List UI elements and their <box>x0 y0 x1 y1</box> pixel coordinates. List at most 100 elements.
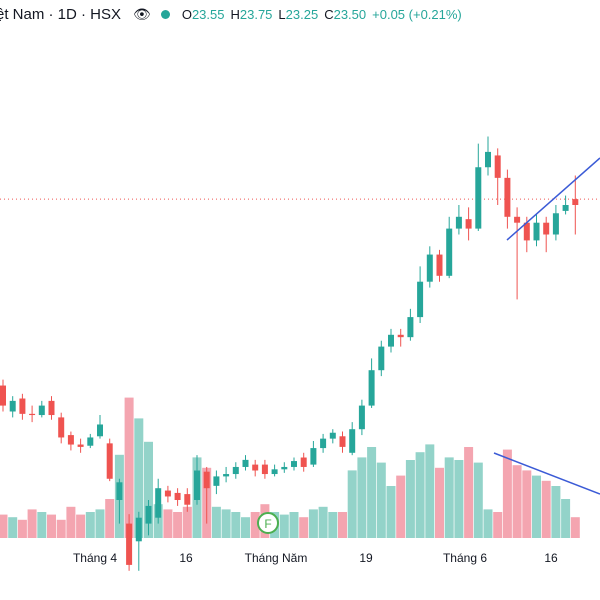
candle-body <box>145 505 152 524</box>
candle-body <box>446 228 453 276</box>
open-key: O <box>181 6 192 22</box>
candle-body <box>349 429 356 453</box>
candle-body <box>368 370 375 406</box>
candle-body <box>543 222 550 235</box>
volume-bar <box>483 509 493 538</box>
candle-body <box>552 213 559 235</box>
candle-body <box>310 448 317 465</box>
volume-bar <box>512 465 522 538</box>
volume-bar <box>17 519 27 538</box>
candle-body <box>261 464 268 475</box>
volume-bar <box>444 457 454 538</box>
candle-body <box>213 476 220 486</box>
candle-body <box>203 471 210 489</box>
candle-body <box>135 517 142 542</box>
volume-bar <box>289 512 299 538</box>
volume-bar <box>338 512 347 538</box>
volume-bar <box>221 509 231 538</box>
volume-bar <box>27 509 37 538</box>
candle-body <box>465 219 472 229</box>
trendline-volume[interactable] <box>493 452 600 495</box>
candle-body <box>223 474 230 477</box>
volume-bar <box>250 512 260 538</box>
volume-bar <box>347 470 357 538</box>
x-tick-label: Tháng 4 <box>73 551 117 565</box>
f-event-marker[interactable]: F <box>257 512 279 534</box>
x-tick-label: Tháng 6 <box>443 551 487 565</box>
volume-bar <box>415 452 425 538</box>
candle-body <box>0 385 6 406</box>
candle-body <box>126 523 133 565</box>
ohlc-values: O23.55 H23.75 L23.25 C23.50 +0.05 (+0.21… <box>182 7 462 22</box>
volume-bar <box>134 418 144 538</box>
volume-bar <box>522 470 532 538</box>
volume-bar <box>318 506 328 538</box>
high-value: 23.75 <box>239 6 273 22</box>
volume-bar <box>570 517 580 538</box>
f-marker-label: F <box>264 517 271 531</box>
candle-body <box>485 151 491 168</box>
volume-bar <box>532 475 541 538</box>
volume-bar <box>405 460 415 538</box>
volume-bar <box>85 512 95 538</box>
volume-bar <box>66 506 76 538</box>
open-value: 23.55 <box>191 6 225 22</box>
volume-bar <box>376 462 386 538</box>
volume-bar <box>551 486 561 538</box>
volume-bar <box>541 480 551 538</box>
candle-body <box>116 482 123 500</box>
trendlines[interactable] <box>493 157 600 495</box>
candle-body <box>562 205 569 211</box>
volume-bar <box>105 499 115 538</box>
eye-off-icon[interactable]: 👁︎ <box>133 5 151 22</box>
symbol-title: ệt Nam · 1D · HSX <box>0 5 122 23</box>
chart-legend-header: ệt Nam · 1D · HSX 👁︎ O23.55 H23.75 L23.2… <box>0 0 600 28</box>
candle-body <box>48 400 55 416</box>
market-status-dot-icon <box>160 9 170 19</box>
candle-body <box>106 443 113 479</box>
volume-bar <box>279 514 289 538</box>
volume-bar <box>163 509 173 538</box>
volume-bar <box>241 517 250 538</box>
volume-bar <box>211 506 221 538</box>
low-key: L <box>278 6 286 22</box>
candle-body <box>97 424 103 437</box>
volume-bar <box>367 447 377 538</box>
x-axis: Tháng 4 16 Tháng Năm 19 Tháng 6 16 <box>73 551 558 565</box>
volume-bar <box>299 517 309 538</box>
volume-bar <box>173 512 183 538</box>
candle-body <box>19 398 26 414</box>
candle-body <box>523 222 530 241</box>
candle-body <box>533 222 540 241</box>
candle-body <box>329 432 336 439</box>
candle-body <box>271 469 278 475</box>
x-tick-label: 16 <box>179 551 193 565</box>
candle-body <box>87 437 94 446</box>
close-key: C <box>324 6 334 22</box>
volume-bar <box>502 449 512 538</box>
volume-bar <box>435 467 444 538</box>
trendline-price-support[interactable] <box>506 157 600 241</box>
candle-body <box>455 216 462 229</box>
candle-body <box>494 155 501 178</box>
candle-body <box>417 281 424 318</box>
volume-bar <box>454 460 464 538</box>
x-tick-label: 16 <box>544 551 558 565</box>
volume-bar <box>37 512 47 538</box>
volume-bar <box>328 512 338 538</box>
candle-body <box>164 490 171 497</box>
candle-body <box>155 488 162 518</box>
volume-bar <box>47 514 56 538</box>
volume-bar <box>144 441 153 538</box>
volume-bar <box>425 444 435 538</box>
candle-body <box>281 466 288 470</box>
candle-body <box>9 400 16 412</box>
volume-bars <box>0 397 580 538</box>
volume-bar <box>396 475 406 538</box>
x-tick-label: 19 <box>359 551 373 565</box>
candle-body <box>67 435 74 445</box>
candle-body <box>426 254 433 282</box>
candle-body <box>436 254 443 276</box>
candle-body <box>388 334 394 347</box>
